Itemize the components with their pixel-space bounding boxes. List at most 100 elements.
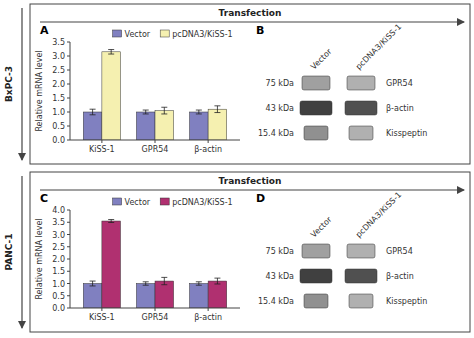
cell-arrow	[21, 8, 22, 160]
blot-band	[345, 101, 377, 115]
row-label: Kisspeptin	[386, 297, 427, 306]
legend-swatch	[113, 30, 122, 37]
x-tick-label: GPR54	[142, 145, 169, 154]
y-tick-label: 0.0	[52, 304, 65, 313]
error-bar	[90, 281, 96, 286]
kda-label: 75 kDa	[266, 79, 295, 88]
blot-band	[349, 126, 373, 140]
error-bar	[161, 277, 167, 284]
y-tick-label: 3.5	[52, 218, 65, 227]
blot-band	[345, 269, 377, 283]
bar	[136, 112, 155, 140]
annotation: Transfection	[219, 8, 282, 18]
error-bar	[143, 282, 149, 285]
y-tick-label: 0.5	[52, 122, 65, 131]
x-tick-label: KiSS-1	[89, 145, 115, 154]
blot-band	[347, 244, 375, 258]
x-tick	[208, 308, 209, 311]
blot-band	[300, 101, 332, 115]
y-tick-label: 4.0	[52, 206, 65, 215]
error-bar	[108, 50, 114, 54]
y-tick-label: 0.0	[52, 136, 65, 145]
row-border	[30, 4, 470, 164]
legend-label: Vector	[125, 198, 151, 207]
bar	[190, 284, 209, 309]
legend-label: Vector	[125, 30, 151, 39]
x-tick-label: GPR54	[142, 313, 169, 322]
bar-panel: A 0.0 0.5 1.0 1.5 2.0 2.5 3.0 3.5 Relative mRNA l…	[35, 24, 240, 154]
blot-band	[302, 76, 330, 90]
lane-header: pcDNA3/KiSS-1	[354, 22, 403, 71]
bar	[208, 109, 227, 140]
legend: VectorpcDNA3/KiSS-1	[113, 30, 233, 39]
panel-label: B	[256, 24, 264, 37]
blot-panel: DVectorpcDNA3/KiSS-175 kDaGPR5443 kDaβ-a…	[256, 190, 427, 308]
y-tick-label: 2.5	[52, 66, 65, 75]
row-label: GPR54	[386, 79, 413, 88]
marks	[83, 50, 226, 140]
kda-label: 15.4 kDa	[258, 297, 294, 306]
y-tick-label: 2.0	[52, 80, 65, 89]
legend-swatch	[113, 198, 122, 205]
x-tick	[155, 308, 156, 311]
x-tick-label: β-actin	[194, 313, 222, 322]
bar	[102, 221, 121, 308]
x-tick-label: KiSS-1	[89, 313, 115, 322]
lane-header: pcDNA3/KiSS-1	[354, 190, 403, 239]
lane-header: Vector	[309, 47, 334, 72]
y-axis-label: Relative mRNA level	[35, 218, 44, 299]
y-axis-label: Relative mRNA level	[35, 50, 44, 131]
annotation: Transfection	[219, 176, 282, 186]
lane-header: Vector	[309, 215, 334, 240]
legend: Vector pcDNA3/KiSS-1	[113, 198, 233, 207]
cell-label: PANC-1	[4, 233, 14, 270]
blot-band	[349, 294, 373, 308]
y-tick-label: 1.0	[52, 108, 65, 117]
x-tick	[101, 140, 102, 143]
cell-arrow	[21, 176, 22, 328]
row-label: β-actin	[386, 272, 414, 281]
row-label: Kisspeptin	[386, 129, 427, 138]
y-tick-label: 0.5	[52, 292, 65, 301]
x-tick	[155, 140, 156, 143]
blot-band	[347, 76, 375, 90]
bar	[136, 284, 155, 309]
y-tick-label: 1.5	[52, 267, 65, 276]
cell-label: BxPC-3	[4, 66, 14, 102]
x-tick-label: β-actin	[194, 145, 222, 154]
bar	[155, 111, 174, 140]
panel-label: C	[40, 192, 48, 205]
error-bar	[143, 110, 149, 114]
kda-label: 43 kDa	[266, 272, 295, 281]
panel-label: D	[256, 192, 265, 205]
blot-band	[304, 126, 328, 140]
error-bar	[108, 220, 114, 223]
error-bar	[214, 278, 220, 284]
figure: BxPC-3 Transfection A 0.0 0.5 1.0 1.5 2.0 2.5 3.0…	[0, 0, 474, 338]
marks	[83, 220, 226, 308]
y-axis	[70, 210, 71, 308]
transfection-arrow	[40, 21, 464, 22]
blot-band	[304, 294, 328, 308]
y-tick-label: 3.0	[52, 231, 65, 240]
legend-label: pcDNA3/KiSS-1	[172, 198, 232, 207]
y-tick-label: 2.5	[52, 243, 65, 252]
blot-panel: BVectorpcDNA3/KiSS-175 kDaGPR5443 kDaβ-a…	[256, 22, 427, 140]
legend-swatch	[160, 30, 169, 37]
error-bar	[90, 109, 96, 115]
x-tick	[208, 140, 209, 143]
y-tick-label: 2.0	[52, 255, 65, 264]
y-tick-label: 3.5	[52, 38, 65, 47]
bar	[83, 112, 102, 140]
row-border	[30, 172, 470, 332]
bar	[83, 284, 102, 309]
y-tick-label: 1.0	[52, 280, 65, 289]
row-label: GPR54	[386, 247, 413, 256]
row-label: β-actin	[386, 104, 414, 113]
y-tick-label: 3.0	[52, 52, 65, 61]
bar-panel: C 0.0 0.5 1.0 1.5 2.0 2.5 3.0 3.5 4.0 Relative mRN…	[35, 192, 240, 322]
error-bar	[196, 282, 202, 285]
panel-label: A	[40, 24, 49, 37]
bar	[190, 112, 209, 140]
y-tick-label: 1.5	[52, 94, 65, 103]
